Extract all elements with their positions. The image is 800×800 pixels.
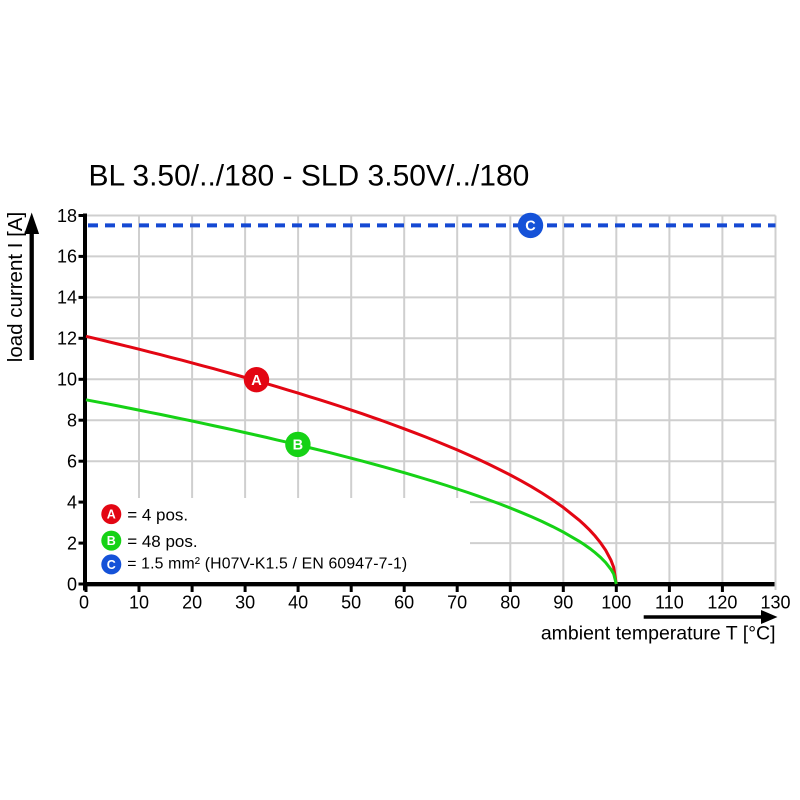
svg-text:10: 10	[129, 593, 149, 613]
svg-text:B: B	[293, 438, 303, 454]
svg-text:20: 20	[182, 593, 202, 613]
svg-text:= 4 pos.: = 4 pos.	[127, 505, 188, 524]
svg-text:50: 50	[341, 593, 361, 613]
svg-text:A: A	[107, 508, 116, 522]
svg-text:40: 40	[288, 593, 308, 613]
svg-text:60: 60	[394, 593, 414, 613]
svg-text:8: 8	[67, 411, 77, 431]
svg-text:C: C	[107, 558, 116, 572]
svg-text:14: 14	[57, 288, 77, 308]
svg-text:0: 0	[67, 574, 77, 594]
svg-text:120: 120	[707, 593, 737, 613]
svg-text:90: 90	[553, 593, 573, 613]
svg-text:BL 3.50/../180 - SLD 3.50V/../: BL 3.50/../180 - SLD 3.50V/../180	[89, 160, 530, 193]
svg-text:130: 130	[760, 593, 790, 613]
svg-text:B: B	[107, 534, 116, 548]
svg-text:70: 70	[447, 593, 467, 613]
svg-text:= 1.5 mm² (H07V-K1.5 / EN 6094: = 1.5 mm² (H07V-K1.5 / EN 60947-7-1)	[127, 555, 407, 572]
svg-text:10: 10	[57, 370, 77, 390]
svg-text:12: 12	[57, 329, 77, 349]
svg-text:2: 2	[67, 533, 77, 553]
svg-text:A: A	[251, 373, 262, 389]
svg-text:110: 110	[655, 593, 684, 613]
svg-text:30: 30	[235, 593, 255, 613]
svg-text:= 48 pos.: = 48 pos.	[127, 532, 197, 551]
svg-text:80: 80	[500, 593, 520, 613]
svg-text:18: 18	[57, 206, 77, 226]
svg-text:ambient temperature T [°C]: ambient temperature T [°C]	[541, 623, 776, 645]
svg-text:C: C	[525, 219, 536, 235]
svg-text:load current I [A]: load current I [A]	[4, 212, 27, 362]
svg-text:0: 0	[79, 593, 89, 613]
svg-text:16: 16	[57, 247, 77, 267]
svg-text:100: 100	[601, 593, 631, 613]
svg-text:4: 4	[67, 492, 77, 512]
svg-text:6: 6	[67, 452, 77, 472]
